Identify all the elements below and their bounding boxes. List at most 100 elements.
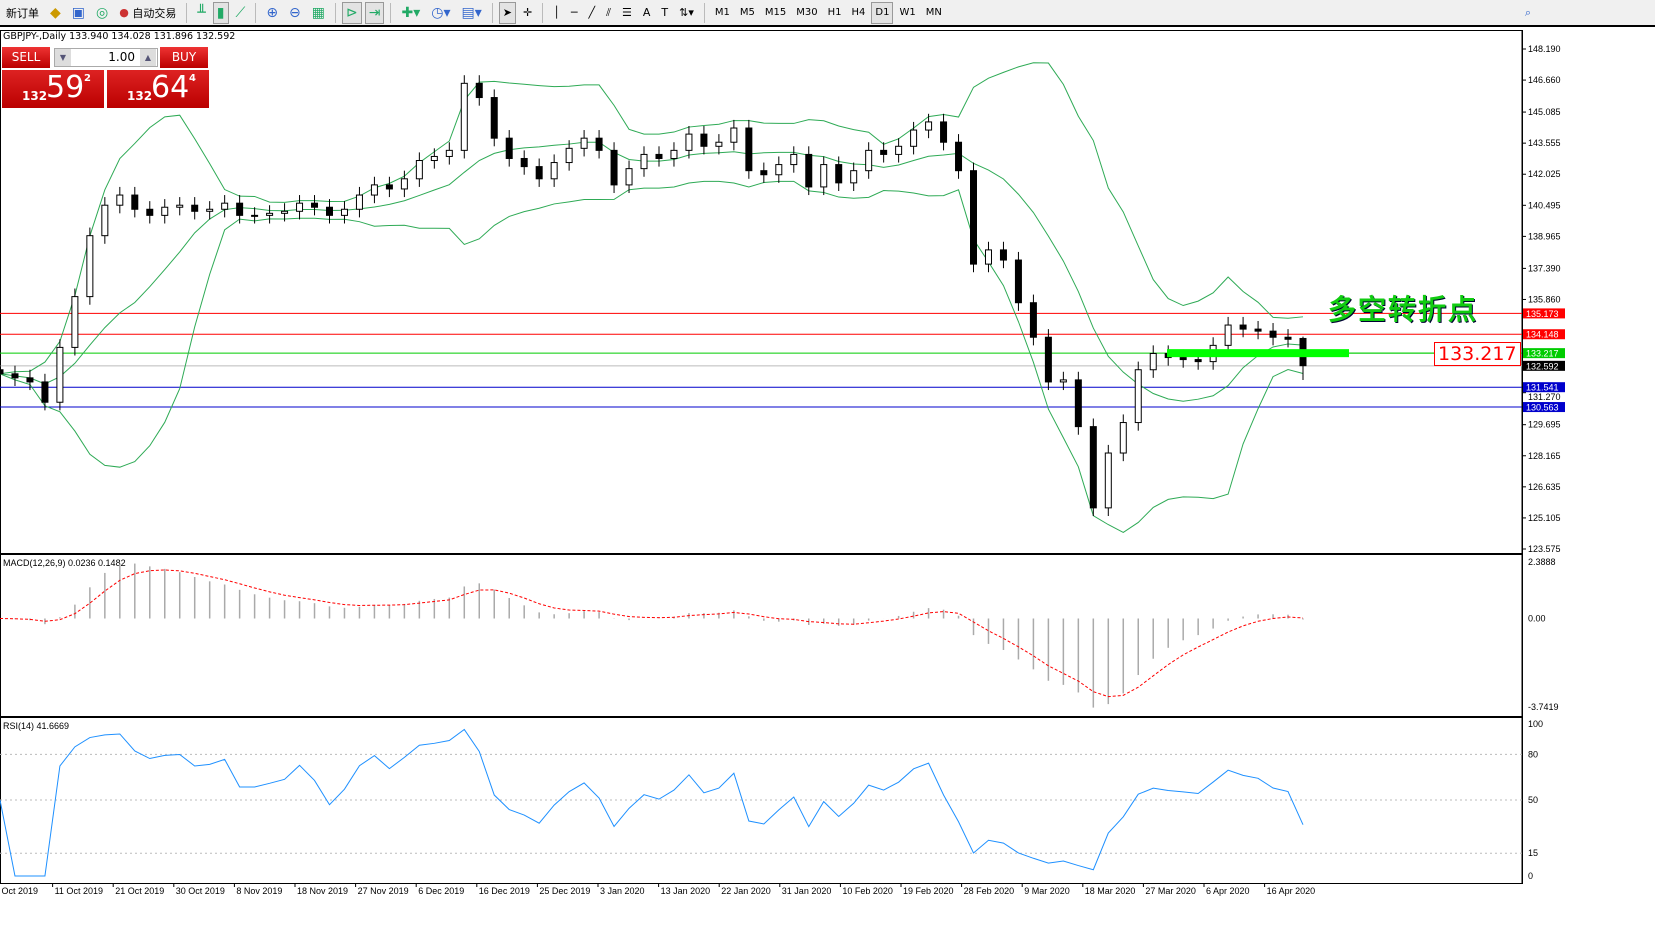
periods-icon[interactable]: ◷▾ — [431, 4, 451, 21]
date-tick-label: 9 Mar 2020 — [1024, 886, 1070, 896]
buy-price-main: 64 — [151, 70, 190, 105]
horizontal-line-icon[interactable]: ─ — [570, 6, 578, 19]
bollinger-mid-band — [0, 141, 1304, 402]
candle-body — [880, 149, 888, 155]
buy-price[interactable]: 132 64 4 — [107, 70, 209, 108]
chart-area[interactable]: 148.190 146.660 145.085 143.555 142.025 140.4… — [0, 29, 1655, 952]
indicators-icon[interactable]: ✚▾ — [401, 4, 421, 21]
candle-body — [730, 127, 738, 143]
candle-body — [71, 296, 79, 348]
candle-body — [101, 204, 109, 237]
date-tick-label: 6 Apr 2020 — [1206, 886, 1250, 896]
arrows-icon[interactable]: ⇅▾ — [679, 6, 694, 19]
candle-body — [640, 153, 648, 170]
candle-body — [176, 204, 184, 208]
search-icon[interactable]: ⌕ — [1524, 5, 1531, 19]
timeframe-m15[interactable]: M15 — [764, 7, 787, 18]
new-order-button[interactable]: 新订单 — [6, 6, 39, 20]
candle-body — [116, 194, 124, 206]
price-tick-label: 140.495 — [1528, 200, 1561, 210]
candlestick-icon[interactable]: ▮ — [212, 1, 229, 24]
bar-chart-icon[interactable]: ╨ — [197, 4, 206, 21]
auto-scroll-icon[interactable]: ⊳ — [342, 1, 362, 24]
chart-shift-icon[interactable]: ⇥ — [364, 1, 385, 24]
fibonacci-icon[interactable]: ☰ — [621, 6, 632, 19]
expert-icon[interactable]: ◆ — [50, 4, 61, 21]
candle-body — [1119, 422, 1127, 454]
candle-body — [340, 208, 348, 216]
price-tick-label: 131.270 — [1528, 392, 1561, 402]
candle-body — [925, 121, 933, 131]
candle-body — [865, 149, 873, 172]
candle-body — [206, 208, 214, 212]
price-tick-label: 135.860 — [1528, 294, 1561, 304]
candle-body — [161, 206, 169, 216]
candle-body — [385, 184, 393, 190]
price-line-tag-label: 130.563 — [1526, 403, 1559, 413]
lot-decrease-button[interactable]: ▼ — [55, 49, 71, 66]
price-line-tag — [1523, 382, 1565, 393]
price-line-tag — [1523, 402, 1565, 413]
date-tick-label: 6 Dec 2019 — [418, 886, 464, 896]
timeframe-m5[interactable]: M5 — [739, 7, 755, 18]
bollinger-up-band — [0, 62, 1304, 375]
timeframe-h1[interactable]: H1 — [827, 7, 842, 18]
text-label-icon[interactable]: T — [661, 6, 669, 19]
lot-size-input[interactable]: 1.00 — [54, 48, 158, 67]
text-icon[interactable]: A — [642, 6, 651, 19]
timeframe-m30[interactable]: M30 — [796, 7, 818, 18]
price-tick-label: 145.085 — [1528, 107, 1561, 117]
timeframe-w1[interactable]: W1 — [899, 7, 916, 18]
timeframe-d1[interactable]: D1 — [871, 1, 894, 24]
price-line-tag — [1523, 348, 1565, 359]
rsi-tick-label: 50 — [1528, 795, 1538, 805]
toolbar: 新订单 ◆ ▣ ◎ ● 自动交易 ╨ ▮ ⟋ ⊕ ⊖ ▦ ⊳ ⇥ ✚▾ ◷▾ ▤… — [0, 0, 1655, 27]
templates-icon[interactable]: ▤▾ — [461, 4, 482, 21]
price-tick-label: 123.575 — [1528, 544, 1561, 554]
one-click-trading-panel: SELL 1.00 ▼ ▲ BUY 132 59 2 132 64 4 — [2, 47, 210, 108]
price-line-tag-label: 133.217 — [1526, 349, 1559, 359]
candle-body — [715, 141, 723, 147]
zoom-in-icon[interactable]: ⊕ — [266, 4, 279, 21]
crosshair-icon[interactable]: ✛ — [522, 6, 533, 19]
candle-body — [1149, 352, 1157, 371]
equidistant-channel-icon[interactable]: ⫽ — [606, 5, 611, 19]
candle-body — [970, 170, 978, 265]
candle-body — [1074, 379, 1082, 428]
candle-body — [1254, 328, 1262, 332]
trendline-icon[interactable]: ╱ — [588, 6, 596, 19]
date-tick-label: 18 Mar 2020 — [1085, 886, 1136, 896]
lot-increase-button[interactable]: ▲ — [140, 49, 156, 66]
candle-body — [325, 206, 333, 216]
signals-icon[interactable]: ◎ — [96, 4, 109, 21]
timeframe-mn[interactable]: MN — [925, 7, 942, 18]
candle-body — [430, 155, 438, 162]
candle-body — [760, 170, 768, 176]
sell-button[interactable]: SELL — [2, 47, 50, 68]
zoom-out-icon[interactable]: ⊖ — [289, 4, 301, 21]
cursor-icon[interactable]: ➤ — [498, 1, 516, 24]
candle-body — [1059, 379, 1067, 383]
candle-body — [910, 129, 918, 147]
navigator-icon[interactable]: ▣ — [71, 4, 86, 21]
macd-tick-label: 0.00 — [1528, 613, 1546, 623]
buy-price-prefix: 132 — [127, 89, 153, 103]
macd-title: MACD(12,26,9) 0.0236 0.1482 — [3, 558, 126, 568]
candle-body — [1239, 324, 1247, 330]
auto-trading-button[interactable]: ● 自动交易 — [115, 2, 180, 24]
sell-price-prefix: 132 — [22, 89, 48, 103]
timeframe-h4[interactable]: H4 — [851, 7, 866, 18]
candle-body — [984, 249, 992, 265]
tile-windows-icon[interactable]: ▦ — [311, 4, 326, 21]
rsi-tick-label: 80 — [1528, 749, 1538, 759]
buy-button[interactable]: BUY — [160, 47, 208, 68]
separator — [542, 2, 544, 23]
line-chart-icon[interactable]: ⟋ — [235, 4, 246, 21]
candle-body — [1044, 336, 1052, 383]
candle-body — [520, 157, 528, 168]
vertical-line-icon[interactable]: │ — [553, 6, 560, 19]
candle-body — [1284, 336, 1292, 340]
sell-price[interactable]: 132 59 2 — [2, 70, 104, 108]
candle-body — [535, 166, 543, 180]
timeframe-m1[interactable]: M1 — [714, 7, 730, 18]
